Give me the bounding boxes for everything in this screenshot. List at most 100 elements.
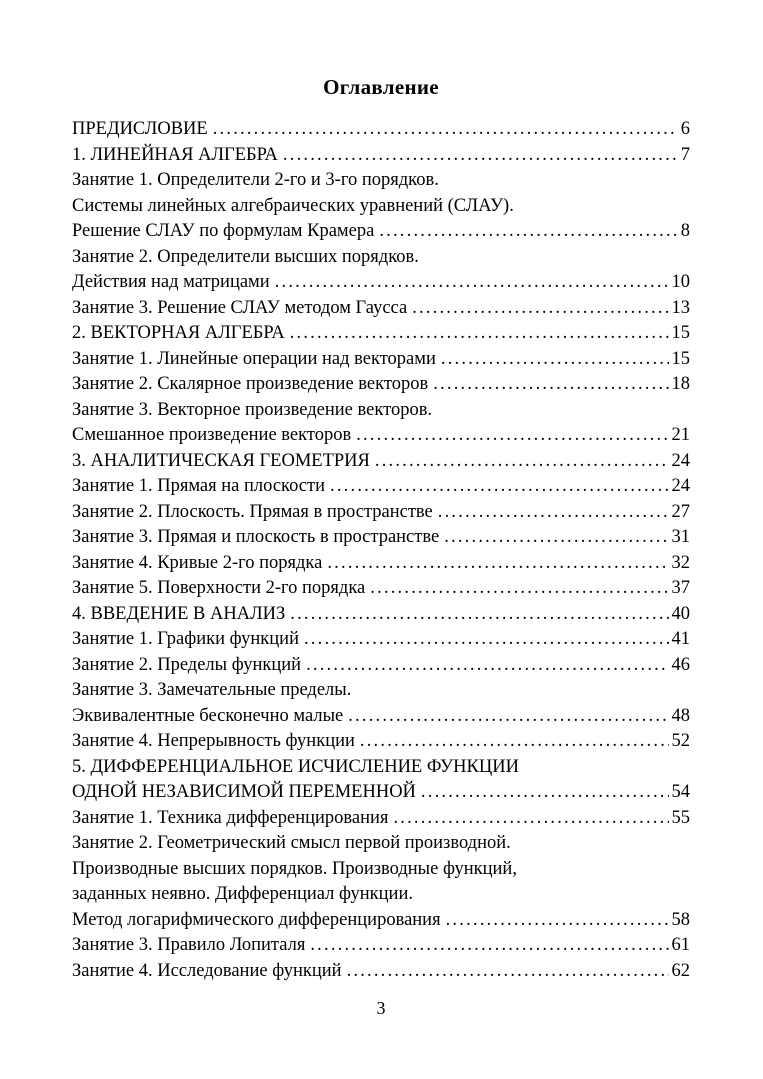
toc-dot-leader — [360, 729, 669, 755]
toc-page-number: 27 — [671, 501, 691, 522]
toc-entry-text: Занятие 3. Решение СЛАУ методом Гаусса — [72, 297, 408, 318]
toc-line: Занятие 2. Плоскость. Прямая в пространс… — [72, 500, 690, 526]
toc-line: Занятие 5. Поверхности 2-го порядка 37 — [72, 576, 690, 602]
toc-entry-text: 4. ВВЕДЕНИЕ В АНАЛИЗ — [72, 603, 286, 624]
toc-page-number: 52 — [671, 731, 691, 751]
toc-page-number: 13 — [671, 297, 691, 318]
toc-page-number: 24 — [671, 476, 691, 496]
toc-line: Занятие 3. Замечательные пределы. — [72, 678, 690, 704]
toc-page-number: 46 — [671, 654, 691, 675]
toc-entry-text: Смешанное произведение векторов — [72, 425, 352, 445]
toc-line: Системы линейных алгебраических уравнени… — [72, 194, 690, 220]
toc-page-number: 55 — [671, 807, 691, 828]
toc-page-number: 15 — [671, 323, 691, 343]
toc-line: 4. ВВЕДЕНИЕ В АНАЛИЗ 40 — [72, 602, 690, 628]
toc-page-number: 58 — [671, 909, 691, 930]
toc-line: Занятие 2. Определители высших порядков. — [72, 245, 690, 271]
toc-page-number: 7 — [680, 144, 690, 165]
toc-line: Занятие 2. Геометрический смысл первой п… — [72, 831, 690, 857]
toc-entry-text: Занятие 3. Замечательные пределы. — [72, 680, 352, 700]
toc-entry-text: Занятие 1. Прямая на плоскости — [72, 476, 326, 496]
toc-entry-text: 1. ЛИНЕЙНАЯ АЛГЕБРА — [72, 144, 278, 165]
toc-dot-leader — [444, 525, 668, 551]
toc-entry-text: 3. АНАЛИТИЧЕСКАЯ ГЕОМЕТРИЯ — [72, 450, 370, 471]
toc-line: Занятие 2. Скалярное произведение вектор… — [72, 372, 690, 398]
toc-dot-leader — [446, 908, 669, 934]
toc-entry-text: Эквивалентные бесконечно малые — [72, 705, 344, 726]
toc-line: Метод логарифмического дифференцирования… — [72, 908, 690, 934]
toc-entry-text: 2. ВЕКТОРНАЯ АЛГЕБРА — [72, 323, 285, 343]
toc-entry-text: Занятие 3. Правило Лопиталя — [72, 935, 306, 955]
toc-entry-text: Действия над матрицами — [72, 272, 270, 292]
toc-dot-leader — [310, 933, 668, 959]
toc-entry-text: Системы линейных алгебраических уравнени… — [72, 195, 514, 216]
toc-page-number: 48 — [671, 705, 691, 726]
toc-entry-text: Занятие 3. Прямая и плоскость в простран… — [72, 527, 440, 547]
toc-line: Занятие 2. Пределы функций 46 — [72, 653, 690, 679]
toc-entry-text: Занятие 4. Кривые 2-го порядка — [72, 552, 323, 573]
toc-page-number: 31 — [671, 527, 691, 547]
toc-line: заданных неявно. Дифференциал функции. — [72, 882, 690, 908]
toc-line: Занятие 3. Векторное произведение вектор… — [72, 398, 690, 424]
toc-line: Занятие 1. Техника дифференцирования 55 — [72, 806, 690, 832]
toc-line: Занятие 1. Определители 2-го и 3-го поря… — [72, 168, 690, 194]
toc-dot-leader — [304, 627, 669, 653]
toc-line: Занятие 3. Правило Лопиталя 61 — [72, 933, 690, 959]
toc-entry-text: Занятие 1. Графики функций — [72, 629, 299, 649]
toc-dot-leader — [327, 551, 668, 577]
toc-page-number: 41 — [671, 629, 691, 649]
toc-entry-text: 5. ДИФФЕРЕНЦИАЛЬНОЕ ИСЧИСЛЕНИЕ ФУНКЦИИ — [72, 756, 519, 777]
toc-entry-text: ОДНОЙ НЕЗАВИСИМОЙ ПЕРЕМЕННОЙ — [72, 782, 416, 802]
toc-line: Занятие 4. Кривые 2-го порядка 32 — [72, 551, 690, 577]
toc-line: Занятие 3. Решение СЛАУ методом Гаусса 1… — [72, 296, 690, 322]
toc-line: Производные высших порядков. Производные… — [72, 857, 690, 883]
toc-line: 3. АНАЛИТИЧЕСКАЯ ГЕОМЕТРИЯ 24 — [72, 449, 690, 475]
toc-line: Действия над матрицами 10 — [72, 270, 690, 296]
toc-page-number: 61 — [671, 935, 691, 955]
toc-line: ПРЕДИСЛОВИЕ 6 — [72, 117, 690, 143]
toc-dot-leader — [412, 296, 668, 322]
toc-line: ОДНОЙ НЕЗАВИСИМОЙ ПЕРЕМЕННОЙ 54 — [72, 780, 690, 806]
toc-entry-text: Занятие 1. Техника дифференцирования — [72, 807, 389, 828]
toc-line: Занятие 1. Графики функций 41 — [72, 627, 690, 653]
toc-line: Эквивалентные бесконечно малые 48 — [72, 704, 690, 730]
toc-dot-leader — [275, 270, 669, 296]
toc-entry-text: Занятие 1. Линейные операции над вектора… — [72, 348, 436, 369]
toc-dot-leader — [348, 704, 668, 730]
toc-line: Смешанное произведение векторов 21 — [72, 423, 690, 449]
toc-entry-text: Занятие 5. Поверхности 2-го порядка — [72, 578, 366, 598]
toc-line: Занятие 4. Исследование функций 62 — [72, 959, 690, 985]
toc-dot-leader — [421, 780, 669, 806]
toc-entry-text: Занятие 2. Геометрический смысл первой п… — [72, 833, 511, 853]
toc-page-number: 62 — [671, 960, 691, 981]
toc-line: Занятие 4. Непрерывность функции 52 — [72, 729, 690, 755]
toc-page-number: 21 — [671, 425, 691, 445]
toc-page-number: 37 — [671, 578, 691, 598]
toc-line: Занятие 1. Прямая на плоскости 24 — [72, 474, 690, 500]
toc-dot-leader — [283, 143, 678, 169]
toc-entry-text: заданных неявно. Дифференциал функции. — [72, 884, 413, 904]
toc-dot-leader — [356, 423, 668, 449]
toc-dot-leader — [347, 959, 669, 985]
toc-line: 5. ДИФФЕРЕНЦИАЛЬНОЕ ИСЧИСЛЕНИЕ ФУНКЦИИ — [72, 755, 690, 781]
toc-line: Занятие 3. Прямая и плоскость в простран… — [72, 525, 690, 551]
toc-entry-text: Занятие 4. Непрерывность функции — [72, 731, 355, 751]
toc-entry-text: Занятие 2. Определители высших порядков. — [72, 246, 419, 267]
toc-entry-text: Решение СЛАУ по формулам Крамера — [72, 221, 375, 241]
toc-dot-leader — [290, 602, 668, 628]
toc-dot-leader — [433, 372, 668, 398]
toc-entry-text: Занятие 2. Плоскость. Прямая в пространс… — [72, 501, 433, 522]
footer-page-number: 3 — [376, 998, 386, 1018]
toc-line: 1. ЛИНЕЙНАЯ АЛГЕБРА 7 — [72, 143, 690, 169]
toc-entry-text: Производные высших порядков. Производные… — [72, 858, 517, 879]
toc-dot-leader — [375, 449, 669, 475]
toc-dot-leader — [213, 117, 678, 143]
toc-dot-leader — [306, 653, 668, 679]
toc-dot-leader — [393, 806, 668, 832]
toc-dot-leader — [330, 474, 668, 500]
toc-dot-leader — [379, 219, 677, 245]
page-title: Оглавление — [323, 75, 439, 99]
toc-entry-text: Занятие 3. Векторное произведение вектор… — [72, 399, 433, 420]
toc-dot-leader — [290, 321, 669, 347]
toc-line: Решение СЛАУ по формулам Крамера 8 — [72, 219, 690, 245]
